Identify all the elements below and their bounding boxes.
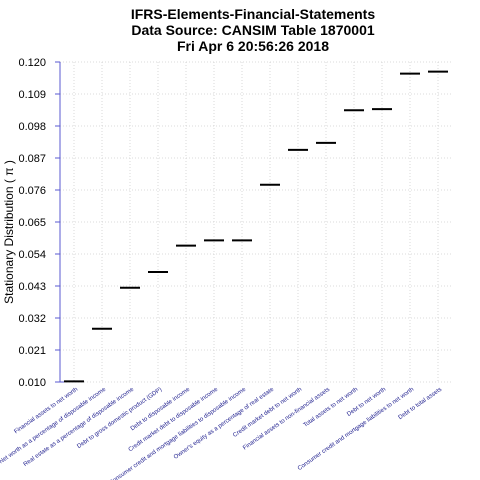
chart-title-line-2: Data Source: CANSIM Table 1870001 [131, 22, 374, 38]
y-tick-label: 0.098 [18, 121, 46, 133]
y-tick-label: 0.076 [18, 185, 46, 197]
x-tick-label: Owner's equity as a percentage of real e… [173, 386, 276, 460]
chart-title-line-3: Fri Apr 6 20:56:26 2018 [177, 38, 329, 54]
y-tick-label: 0.120 [18, 57, 46, 69]
y-tick-label: 0.109 [18, 89, 46, 101]
x-tick-label: Net worth as a percentage of disposable … [0, 386, 108, 465]
grid-lines [60, 61, 452, 383]
y-tick-label: 0.054 [18, 249, 46, 261]
x-tick-label: Real estate as a percentage of disposabl… [23, 386, 136, 468]
y-tick-label: 0.021 [18, 345, 46, 357]
y-tick-label: 0.043 [18, 281, 46, 293]
y-tick-label: 0.010 [18, 377, 46, 389]
chart-title-line-1: IFRS-Elements-Financial-Statements [131, 6, 375, 22]
y-tick-label: 0.032 [18, 313, 46, 325]
chart-title: IFRS-Elements-Financial-Statements Data … [131, 6, 375, 54]
y-axis: 0.010 0.021 0.032 0.043 0.054 0.065 0.076 0.087… [18, 57, 64, 389]
x-tick-label: Total assets to net worth [303, 387, 359, 429]
y-axis-label: Stationary Distribution ( π ) [2, 160, 16, 304]
y-tick-label: 0.087 [18, 153, 46, 165]
y-tick-label: 0.065 [18, 217, 46, 229]
data-marks [64, 70, 448, 383]
